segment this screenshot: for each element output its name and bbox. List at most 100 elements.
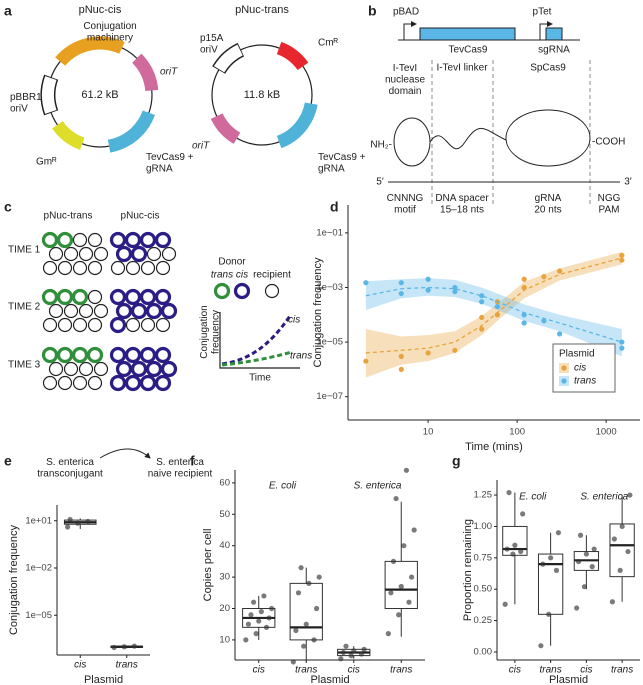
cell: [56, 288, 74, 306]
confidence-band: [365, 278, 622, 357]
data-point: [248, 612, 254, 618]
data-point: [425, 287, 431, 293]
y-tick-label: 0.75: [474, 552, 493, 563]
y-tick-label: 1e−07: [316, 391, 343, 402]
feature-label: oriT: [192, 141, 210, 152]
plasmid-feature: [131, 53, 159, 92]
data-point: [512, 542, 518, 548]
cell: [41, 288, 59, 306]
cell: [115, 302, 133, 320]
legend-label: trans: [574, 376, 596, 387]
x-axis-title: Plasmid: [84, 674, 123, 685]
fit-line: [365, 257, 622, 354]
x-tick-label: 100: [509, 427, 525, 438]
y-tick-label: 30: [219, 572, 230, 583]
cell: [87, 232, 103, 248]
panel-label: e: [4, 453, 12, 469]
concept-plot: [219, 312, 300, 369]
panel-label: a: [4, 3, 12, 19]
data-point: [121, 644, 127, 650]
legend-key: [561, 365, 567, 371]
data-point: [385, 631, 391, 637]
data-point: [338, 656, 344, 662]
data-point: [269, 605, 275, 612]
x-tick-label: trans: [390, 665, 412, 676]
cell: [87, 289, 103, 305]
data-point: [506, 489, 512, 496]
cell: [139, 231, 157, 249]
cell: [48, 246, 64, 262]
y-tick-label: 20: [219, 603, 230, 614]
cell: [63, 246, 79, 262]
data-point: [298, 565, 304, 571]
cell: [78, 246, 94, 262]
data-point: [313, 605, 320, 612]
y-tick-label: 1e−05: [25, 610, 52, 621]
cell: [109, 316, 127, 334]
time-label: TIME 2: [8, 302, 41, 313]
y-tick-label: 0.25: [474, 615, 493, 626]
data-point: [361, 646, 367, 652]
plasmid-feature: [210, 113, 241, 144]
x-tick-label: cis: [509, 665, 521, 676]
facet-title: S. enterica: [354, 481, 402, 492]
cell: [72, 232, 88, 248]
data-point: [574, 605, 580, 611]
facet-title: E. coli: [519, 492, 547, 503]
plasmid-feature: [52, 120, 85, 150]
cell: [130, 245, 148, 263]
feature-label: TevCas9 + gRNA: [146, 152, 194, 175]
y-tick-label: 1e−03: [316, 282, 343, 293]
data-point: [619, 252, 625, 258]
plasmid-feature: [213, 44, 243, 73]
plasmid-name: pNuc-trans: [235, 4, 289, 16]
cell: [56, 231, 74, 249]
data-point: [555, 530, 562, 536]
x-tick-label: 10: [423, 427, 434, 438]
legend-label: recipient: [253, 270, 291, 281]
data-point: [546, 611, 552, 617]
cell: [93, 303, 109, 319]
cell: [57, 375, 73, 391]
panel-label: c: [4, 199, 12, 215]
cell: [160, 360, 178, 378]
plasmid-feature: [107, 110, 155, 153]
data-point: [261, 593, 267, 599]
cell: [139, 374, 157, 392]
cell: [125, 260, 141, 276]
data-point: [617, 567, 623, 573]
data-point: [406, 599, 412, 605]
column-label: pNuc-cis: [121, 211, 160, 222]
data-point: [425, 350, 431, 356]
cell: [87, 317, 103, 333]
data-point: [589, 564, 595, 570]
data-point: [343, 643, 349, 649]
cell: [160, 302, 178, 320]
confidence-band: [365, 251, 622, 378]
cell: [154, 288, 172, 306]
domain-label: I-TevI nuclease domain: [385, 63, 425, 97]
legend-label: trans: [211, 270, 233, 281]
plasmid-feature: [42, 76, 57, 114]
data-point: [75, 520, 81, 526]
gene-diagram: [388, 21, 620, 205]
data-point: [583, 551, 589, 557]
data-point: [479, 326, 485, 332]
cell: [48, 303, 64, 319]
data-point: [619, 339, 625, 345]
data-point: [556, 268, 563, 274]
plasmid-size: 61.2 kB: [81, 89, 118, 101]
transfer-arrow: [99, 448, 151, 459]
data-point: [316, 574, 322, 580]
data-point: [521, 276, 527, 282]
x-axis-title: Plasmid: [310, 674, 349, 685]
cell: [145, 302, 163, 320]
data-point: [625, 548, 631, 555]
x-tick-label: 1000: [596, 427, 617, 438]
region-label: CNNNG motif: [387, 193, 424, 216]
panel-label: g: [452, 453, 461, 469]
time-label: TIME 1: [8, 245, 41, 256]
scheme-label: S. enterica naive recipient: [148, 457, 213, 480]
cell: [87, 375, 103, 391]
y-tick-label: 10: [219, 634, 230, 645]
